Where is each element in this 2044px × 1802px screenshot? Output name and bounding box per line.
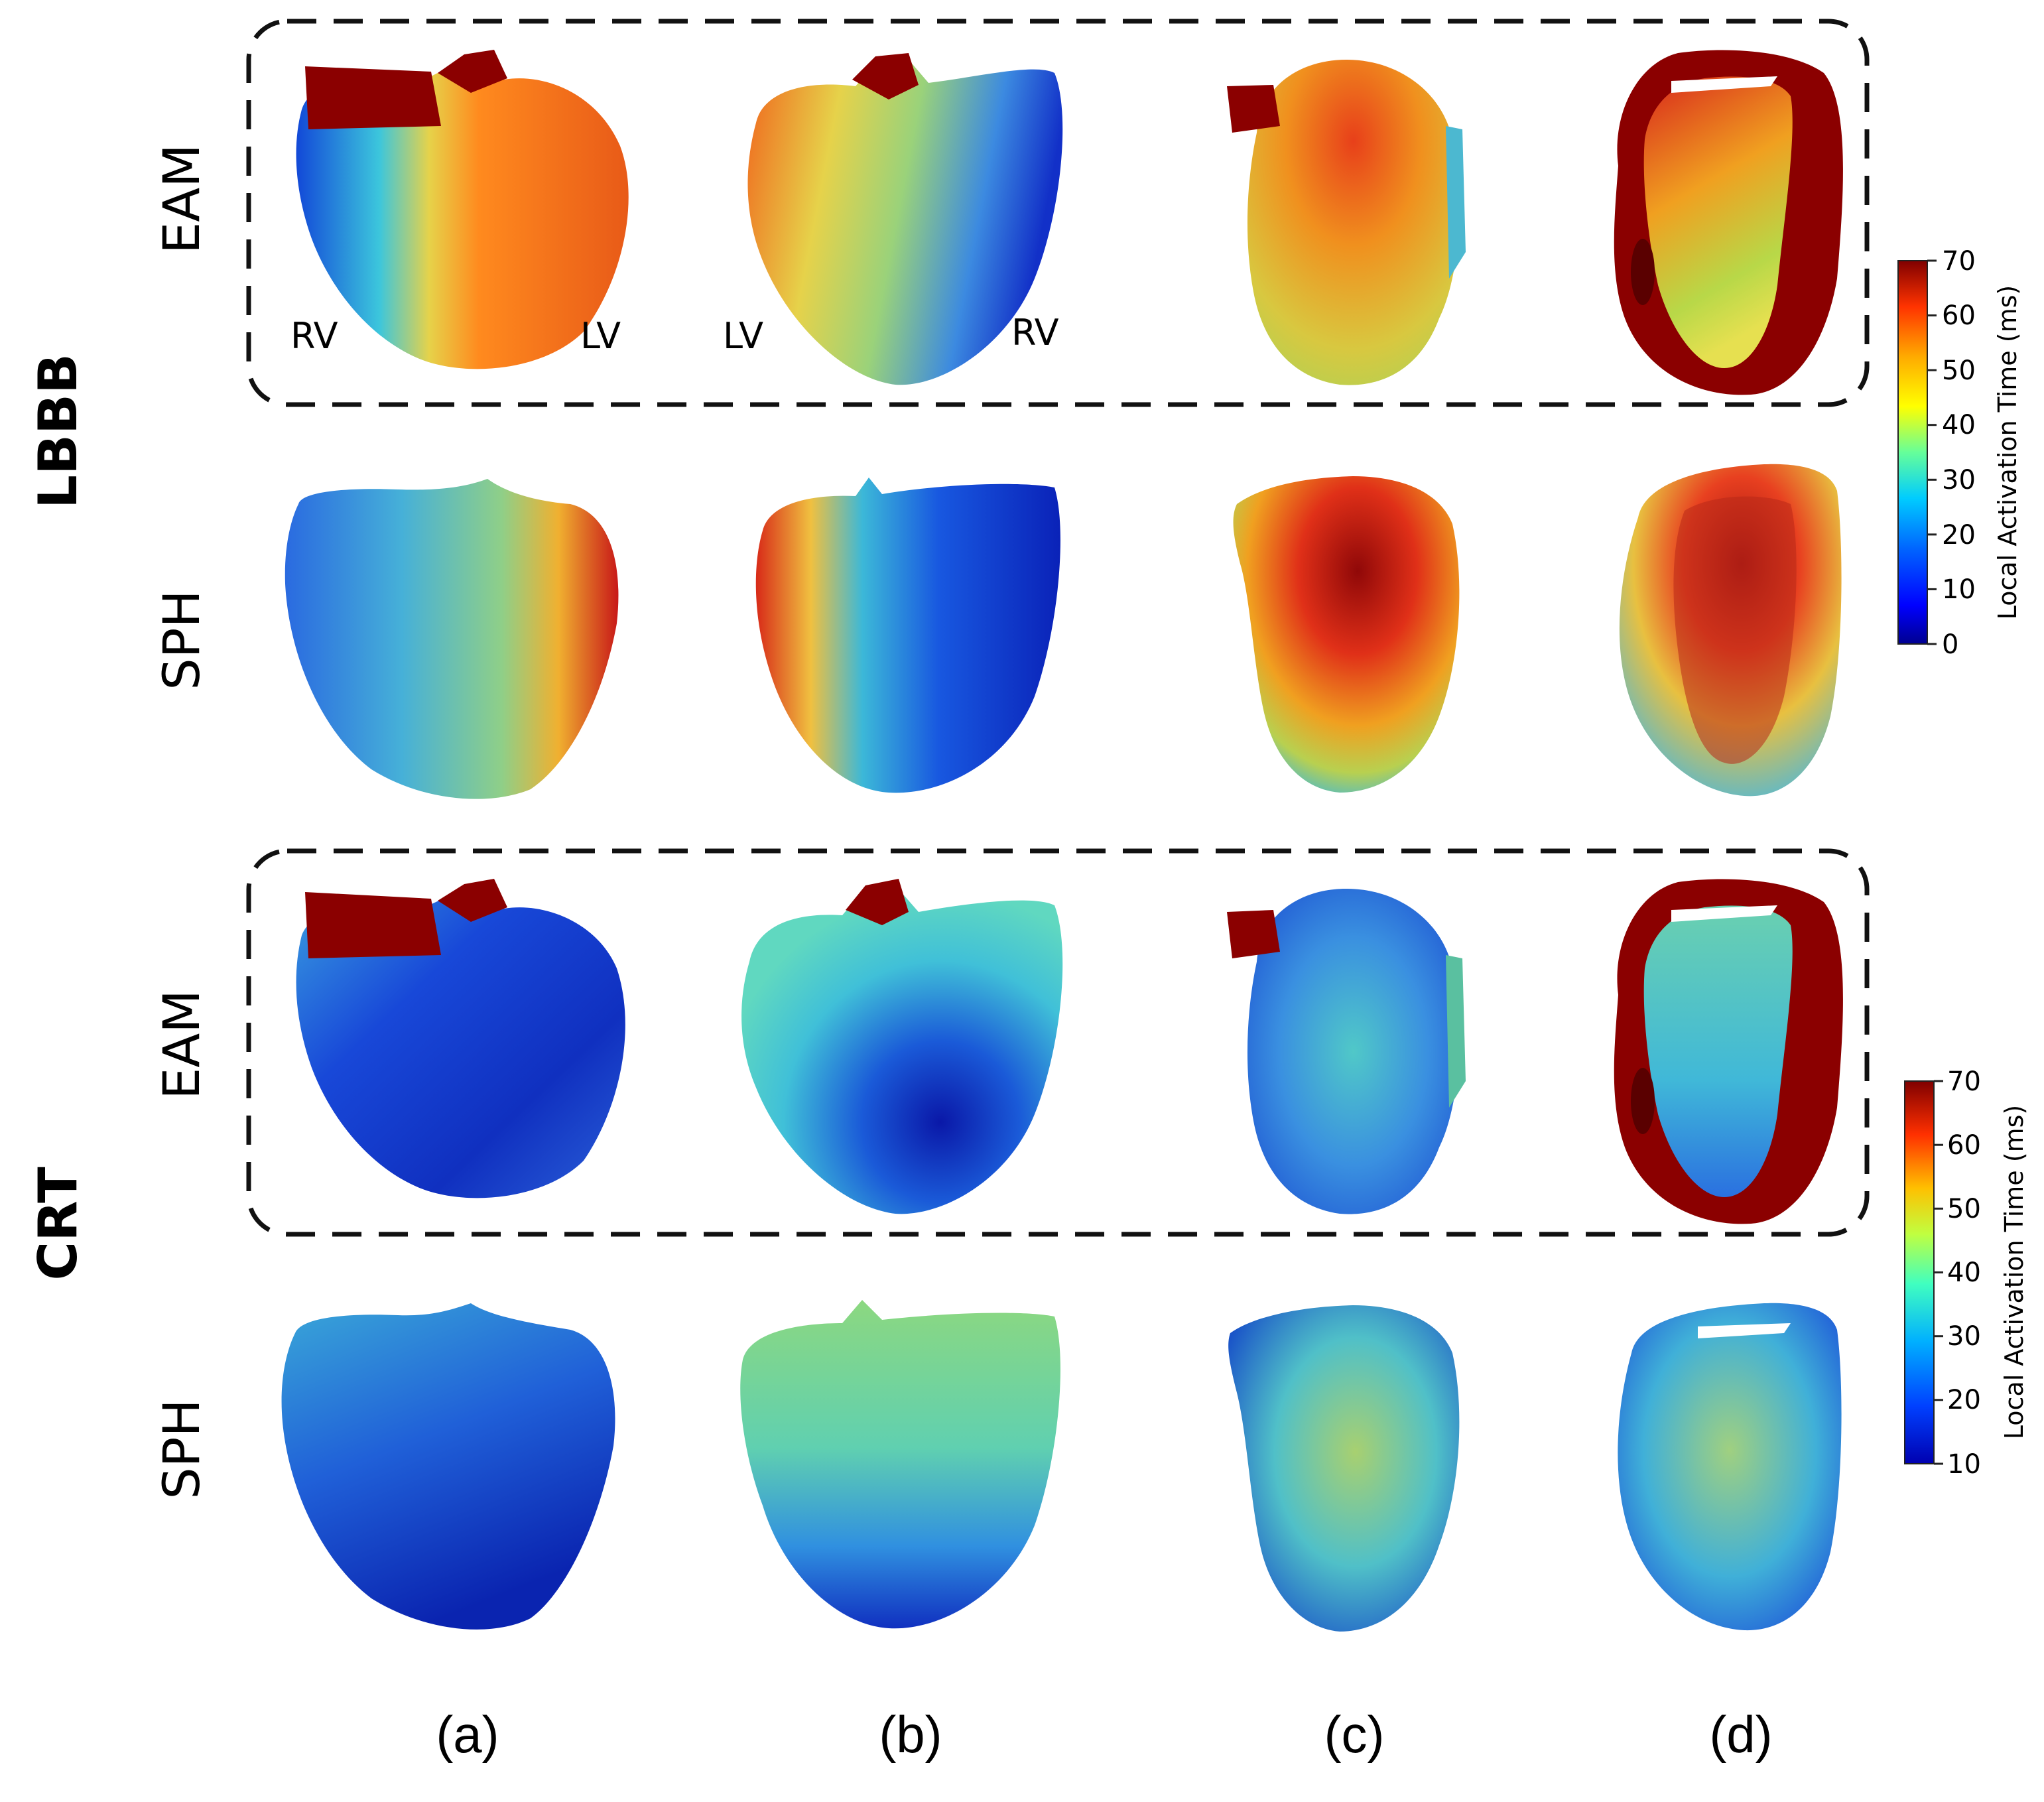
colorbar-lbbb-tick-40: 40 <box>1942 410 1976 440</box>
colorbar-lbbb-tick-60: 60 <box>1942 300 1976 331</box>
heart-crt-sph-b <box>740 1300 1060 1629</box>
colorbar-crt-tick-70: 70 <box>1947 1066 1981 1097</box>
row-label-lbbb-sph: SPH <box>152 590 211 690</box>
heart-lbbb-sph-b <box>755 478 1060 793</box>
group-label-lbbb: LBBB <box>27 354 89 509</box>
chamber-label-a-left: RV <box>290 315 338 357</box>
column-label-b: (b) <box>879 1705 942 1764</box>
heart-crt-sph-a <box>281 1303 615 1630</box>
heart-lbbb-eam-d <box>1614 50 1843 395</box>
highlight-box-lbbb-eam <box>246 19 1870 407</box>
colorbar-lbbb-tick-20: 20 <box>1942 520 1976 550</box>
colorbar-lbbb-tickmarks <box>1927 259 1937 645</box>
colorbar-crt-bar <box>1904 1080 1935 1464</box>
column-label-a: (a) <box>436 1705 499 1764</box>
heart-crt-eam-d <box>1614 879 1843 1224</box>
group-label-crt: CRT <box>27 1167 89 1281</box>
chamber-label-a-right: LV <box>580 315 621 357</box>
colorbar-lbbb: 70 60 50 40 30 20 10 0 Local Activation … <box>1897 246 2022 660</box>
column-label-c: (c) <box>1324 1705 1385 1764</box>
colorbar-lbbb-tick-30: 30 <box>1942 465 1976 495</box>
colorbar-crt-tick-10: 10 <box>1947 1449 1981 1480</box>
colorbar-crt-title: Local Activation Time (ms) <box>2000 1105 2029 1439</box>
highlight-box-crt-eam <box>246 848 1870 1237</box>
colorbar-lbbb-tick-10: 10 <box>1942 574 1976 605</box>
heart-lbbb-sph-c <box>1233 476 1460 793</box>
colorbar-crt-tick-30: 30 <box>1947 1321 1981 1352</box>
colorbar-lbbb-tick-0: 0 <box>1942 629 1958 660</box>
heart-lbbb-eam-c <box>1227 60 1466 385</box>
chamber-label-b-left: LV <box>723 315 763 357</box>
row-label-crt-sph: SPH <box>152 1399 211 1499</box>
heart-crt-eam-c <box>1227 889 1466 1214</box>
heart-lbbb-sph-d <box>1619 464 1842 797</box>
colorbar-crt-tick-50: 50 <box>1947 1194 1981 1224</box>
heart-crt-eam-a <box>296 879 625 1198</box>
heart-lbbb-eam-b <box>747 53 1063 385</box>
colorbar-crt: 70 60 50 40 30 20 10 Local Activation Ti… <box>1904 1066 2029 1480</box>
colorbar-lbbb-title: Local Activation Time (ms) <box>1993 285 2022 619</box>
heart-crt-eam-b <box>741 879 1063 1214</box>
chamber-label-b-right: RV <box>1011 312 1059 354</box>
colorbar-crt-tick-60: 60 <box>1947 1130 1981 1161</box>
colorbar-lbbb-tick-70: 70 <box>1942 246 1976 277</box>
column-label-d: (d) <box>1709 1705 1772 1764</box>
heart-crt-sph-c <box>1228 1305 1460 1632</box>
heart-lbbb-eam-a <box>296 50 629 369</box>
colorbar-lbbb-tick-50: 50 <box>1942 355 1976 386</box>
colorbar-crt-tick-40: 40 <box>1947 1257 1981 1288</box>
colorbar-lbbb-bar <box>1897 260 1928 645</box>
heart-crt-sph-d <box>1618 1303 1842 1631</box>
colorbar-crt-tick-20: 20 <box>1947 1385 1981 1415</box>
row-label-lbbb-eam: EAM <box>152 144 211 254</box>
heart-lbbb-sph-a <box>285 479 619 799</box>
colorbar-crt-tickmarks <box>1934 1080 1943 1465</box>
row-label-crt-eam: EAM <box>152 990 211 1100</box>
